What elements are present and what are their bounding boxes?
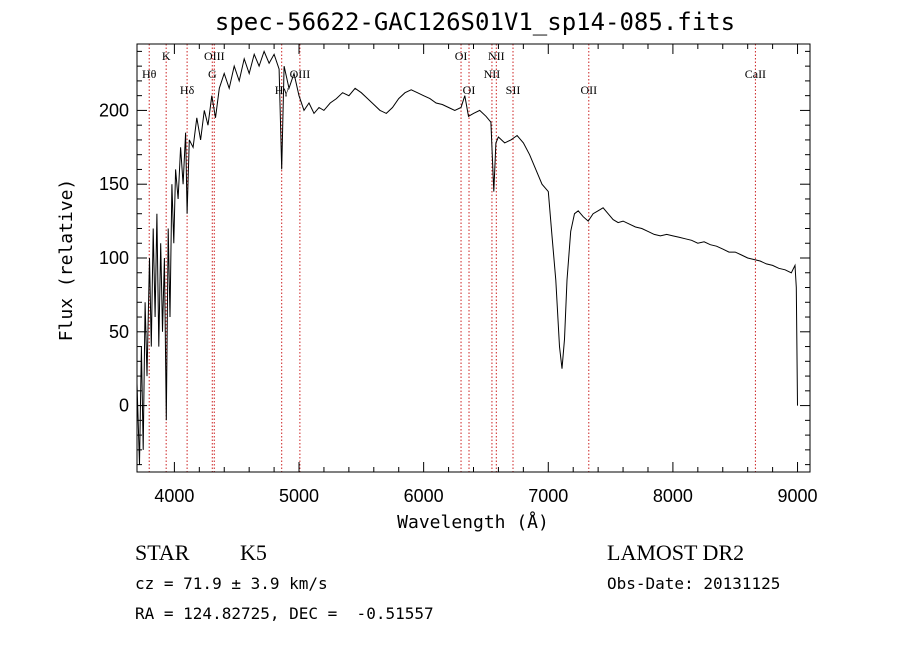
spectral-line-label: NII <box>488 49 505 63</box>
x-tick-label: 6000 <box>404 486 444 506</box>
spectral-line-markers <box>148 44 756 472</box>
object-class: STAR <box>135 540 190 565</box>
spectrum-series-line <box>136 49 798 465</box>
spectral-line-label: G <box>208 67 217 81</box>
y-tick-label: 50 <box>109 322 129 342</box>
spectral-line-label: CaII <box>745 67 766 81</box>
y-tick-label: 100 <box>99 248 129 268</box>
x-tick-label: 4000 <box>154 486 194 506</box>
y-axis-ticks: 0 50 100 150 200 <box>99 50 810 466</box>
y-tick-label: 150 <box>99 174 129 194</box>
spectral-line-label: Hθ <box>142 67 157 81</box>
plot-frame <box>136 43 811 473</box>
x-tick-label: 5000 <box>279 486 319 506</box>
redshift-velocity: cz = 71.9 ± 3.9 km/s <box>135 574 328 593</box>
spectral-line-label: OI <box>455 49 468 63</box>
spectral-line-label: K <box>162 49 171 63</box>
spectral-line-label: Hγ <box>275 83 290 97</box>
spectral-line-label: NII <box>484 67 501 81</box>
spectral-line-label: Hδ <box>180 83 195 97</box>
x-tick-label: 8000 <box>653 486 693 506</box>
coordinates: RA = 124.82725, DEC = -0.51557 <box>135 604 434 623</box>
y-tick-label: 0 <box>119 396 129 416</box>
y-axis-label: Flux (relative) <box>56 179 77 342</box>
x-axis-ticks: 4000 5000 6000 7000 8000 9000 <box>154 44 818 506</box>
spectral-line-label: SII <box>506 83 521 97</box>
survey-name: LAMOST DR2 <box>607 540 745 565</box>
x-tick-label: 9000 <box>778 486 818 506</box>
x-axis-label: Wavelength (Å) <box>397 511 549 533</box>
observation-date: Obs-Date: 20131125 <box>607 574 781 593</box>
x-tick-label: 7000 <box>528 486 568 506</box>
spectral-line-label: OII <box>580 83 597 97</box>
spectral-line-label: OIII <box>204 49 225 63</box>
y-tick-label: 200 <box>99 100 129 120</box>
chart-title: spec-56622-GAC126S01V1_sp14-085.fits <box>215 8 735 36</box>
spectral-line-label: OI <box>463 83 476 97</box>
object-subclass: K5 <box>240 540 267 565</box>
